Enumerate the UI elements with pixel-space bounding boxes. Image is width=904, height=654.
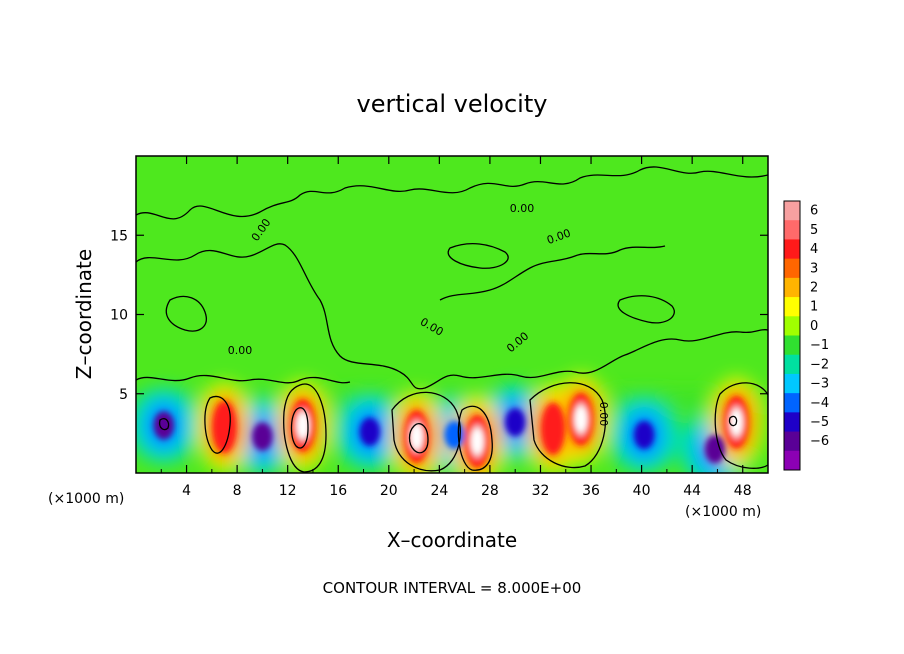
colorbar-tick-label: −3 (810, 377, 829, 392)
contour-label: 0.00 (510, 202, 535, 215)
contour-line (457, 405, 493, 471)
downdraft-core (359, 417, 380, 446)
contour-line (728, 415, 738, 427)
colorbar-swatch (784, 220, 800, 240)
updraft-core-max (410, 423, 423, 450)
colorbar-tick-label: 4 (810, 242, 818, 257)
x-tick-label: 16 (329, 483, 347, 499)
colorbar-tick-label: −1 (810, 338, 829, 353)
contour-line (158, 418, 170, 431)
x-tick-label: 36 (582, 483, 600, 499)
x-tick-label: 48 (734, 483, 752, 499)
contour-line (165, 295, 207, 332)
colorbar-swatch (784, 335, 800, 356)
y-tick-label: 15 (110, 228, 128, 244)
downdraft-core (252, 422, 273, 451)
colorbar-frame (783, 200, 801, 471)
chart-title: vertical velocity (357, 90, 548, 118)
updraft-core-max (471, 428, 484, 455)
colorbar-tick-label: 6 (810, 204, 818, 219)
colorbar-swatch (784, 412, 800, 433)
x-tick-label: 4 (182, 483, 191, 499)
colorbar-swatch (784, 297, 800, 317)
colorbar-swatch (784, 239, 800, 260)
contour-label: 0.00 (597, 402, 610, 427)
colorbar-swatch (784, 393, 800, 413)
downdraft-core (444, 420, 465, 449)
contour-line (136, 243, 768, 390)
colorbar-tick-label: 1 (810, 300, 818, 315)
colorbar-swatch (784, 201, 800, 221)
x-unit-label-left: (×1000 m) (48, 491, 124, 507)
colorbar-tick-label: −4 (810, 396, 829, 411)
updraft-core (541, 402, 566, 455)
colorbar-swatch (784, 258, 800, 279)
x-tick-label: 12 (279, 483, 297, 499)
colorbar-swatch (784, 373, 800, 394)
x-tick-label: 44 (683, 483, 701, 499)
contour-interval-note: CONTOUR INTERVAL = 8.000E+00 (323, 579, 582, 597)
colorbar: 6 5 4 3 2 1 0 −1 −2 −3 −4 −5 −6 (783, 200, 829, 471)
x-tick-label: 32 (532, 483, 550, 499)
plot-area: 0.000.000.000.000.000.000.00 (136, 156, 768, 473)
contour-line (529, 382, 607, 469)
colorbar-swatch (784, 316, 800, 336)
contour-line (136, 166, 768, 220)
downdraft-core (153, 411, 174, 440)
downdraft-core (704, 435, 725, 464)
contour-line (617, 295, 675, 324)
colorbar-tick-label: −6 (810, 434, 829, 449)
y-tick-label: 5 (119, 387, 128, 403)
colorbar-swatch (784, 450, 800, 471)
updraft-core-max (574, 406, 587, 433)
downdraft-core (505, 408, 526, 437)
y-axis-label: Z–coordinate (72, 249, 96, 379)
contour-line (439, 245, 666, 301)
contour-line (290, 407, 309, 449)
x-tick-label: 24 (430, 483, 448, 499)
contour-line (447, 242, 509, 269)
x-axis-ticks: 4 8 12 16 20 24 28 32 36 40 44 48 (160, 156, 752, 499)
colorbar-tick-label: −5 (810, 415, 829, 430)
colorbar-swatch (784, 431, 800, 452)
x-tick-label: 8 (233, 483, 242, 499)
colorbar-tick-label: 3 (810, 261, 818, 276)
velocity-field (136, 375, 768, 473)
contour-label: 0.00 (228, 344, 253, 357)
y-tick-label: 10 (110, 308, 128, 324)
contour-line (408, 423, 429, 454)
contour-line (283, 383, 327, 473)
colorbar-tick-label: 0 (810, 319, 818, 334)
contour-line (204, 395, 231, 454)
contour-line (136, 374, 351, 384)
x-tick-label: 28 (481, 483, 499, 499)
zero-contours (136, 166, 768, 473)
x-tick-label: 20 (380, 483, 398, 499)
contour-line (714, 382, 768, 469)
colorbar-swatch (784, 354, 800, 375)
x-unit-label-right: (×1000 m) (685, 504, 761, 520)
x-tick-label: 40 (633, 483, 651, 499)
updraft-core-max (296, 412, 309, 439)
colorbar-tick-label: 2 (810, 280, 818, 295)
colorbar-swatch (784, 277, 800, 298)
y-axis-ticks: 5 10 15 (110, 228, 768, 403)
colorbar-tick-label: 5 (810, 223, 818, 238)
downdraft-core (634, 420, 655, 449)
colorbar-tick-label: −2 (810, 357, 829, 372)
x-axis-label: X–coordinate (387, 528, 517, 552)
